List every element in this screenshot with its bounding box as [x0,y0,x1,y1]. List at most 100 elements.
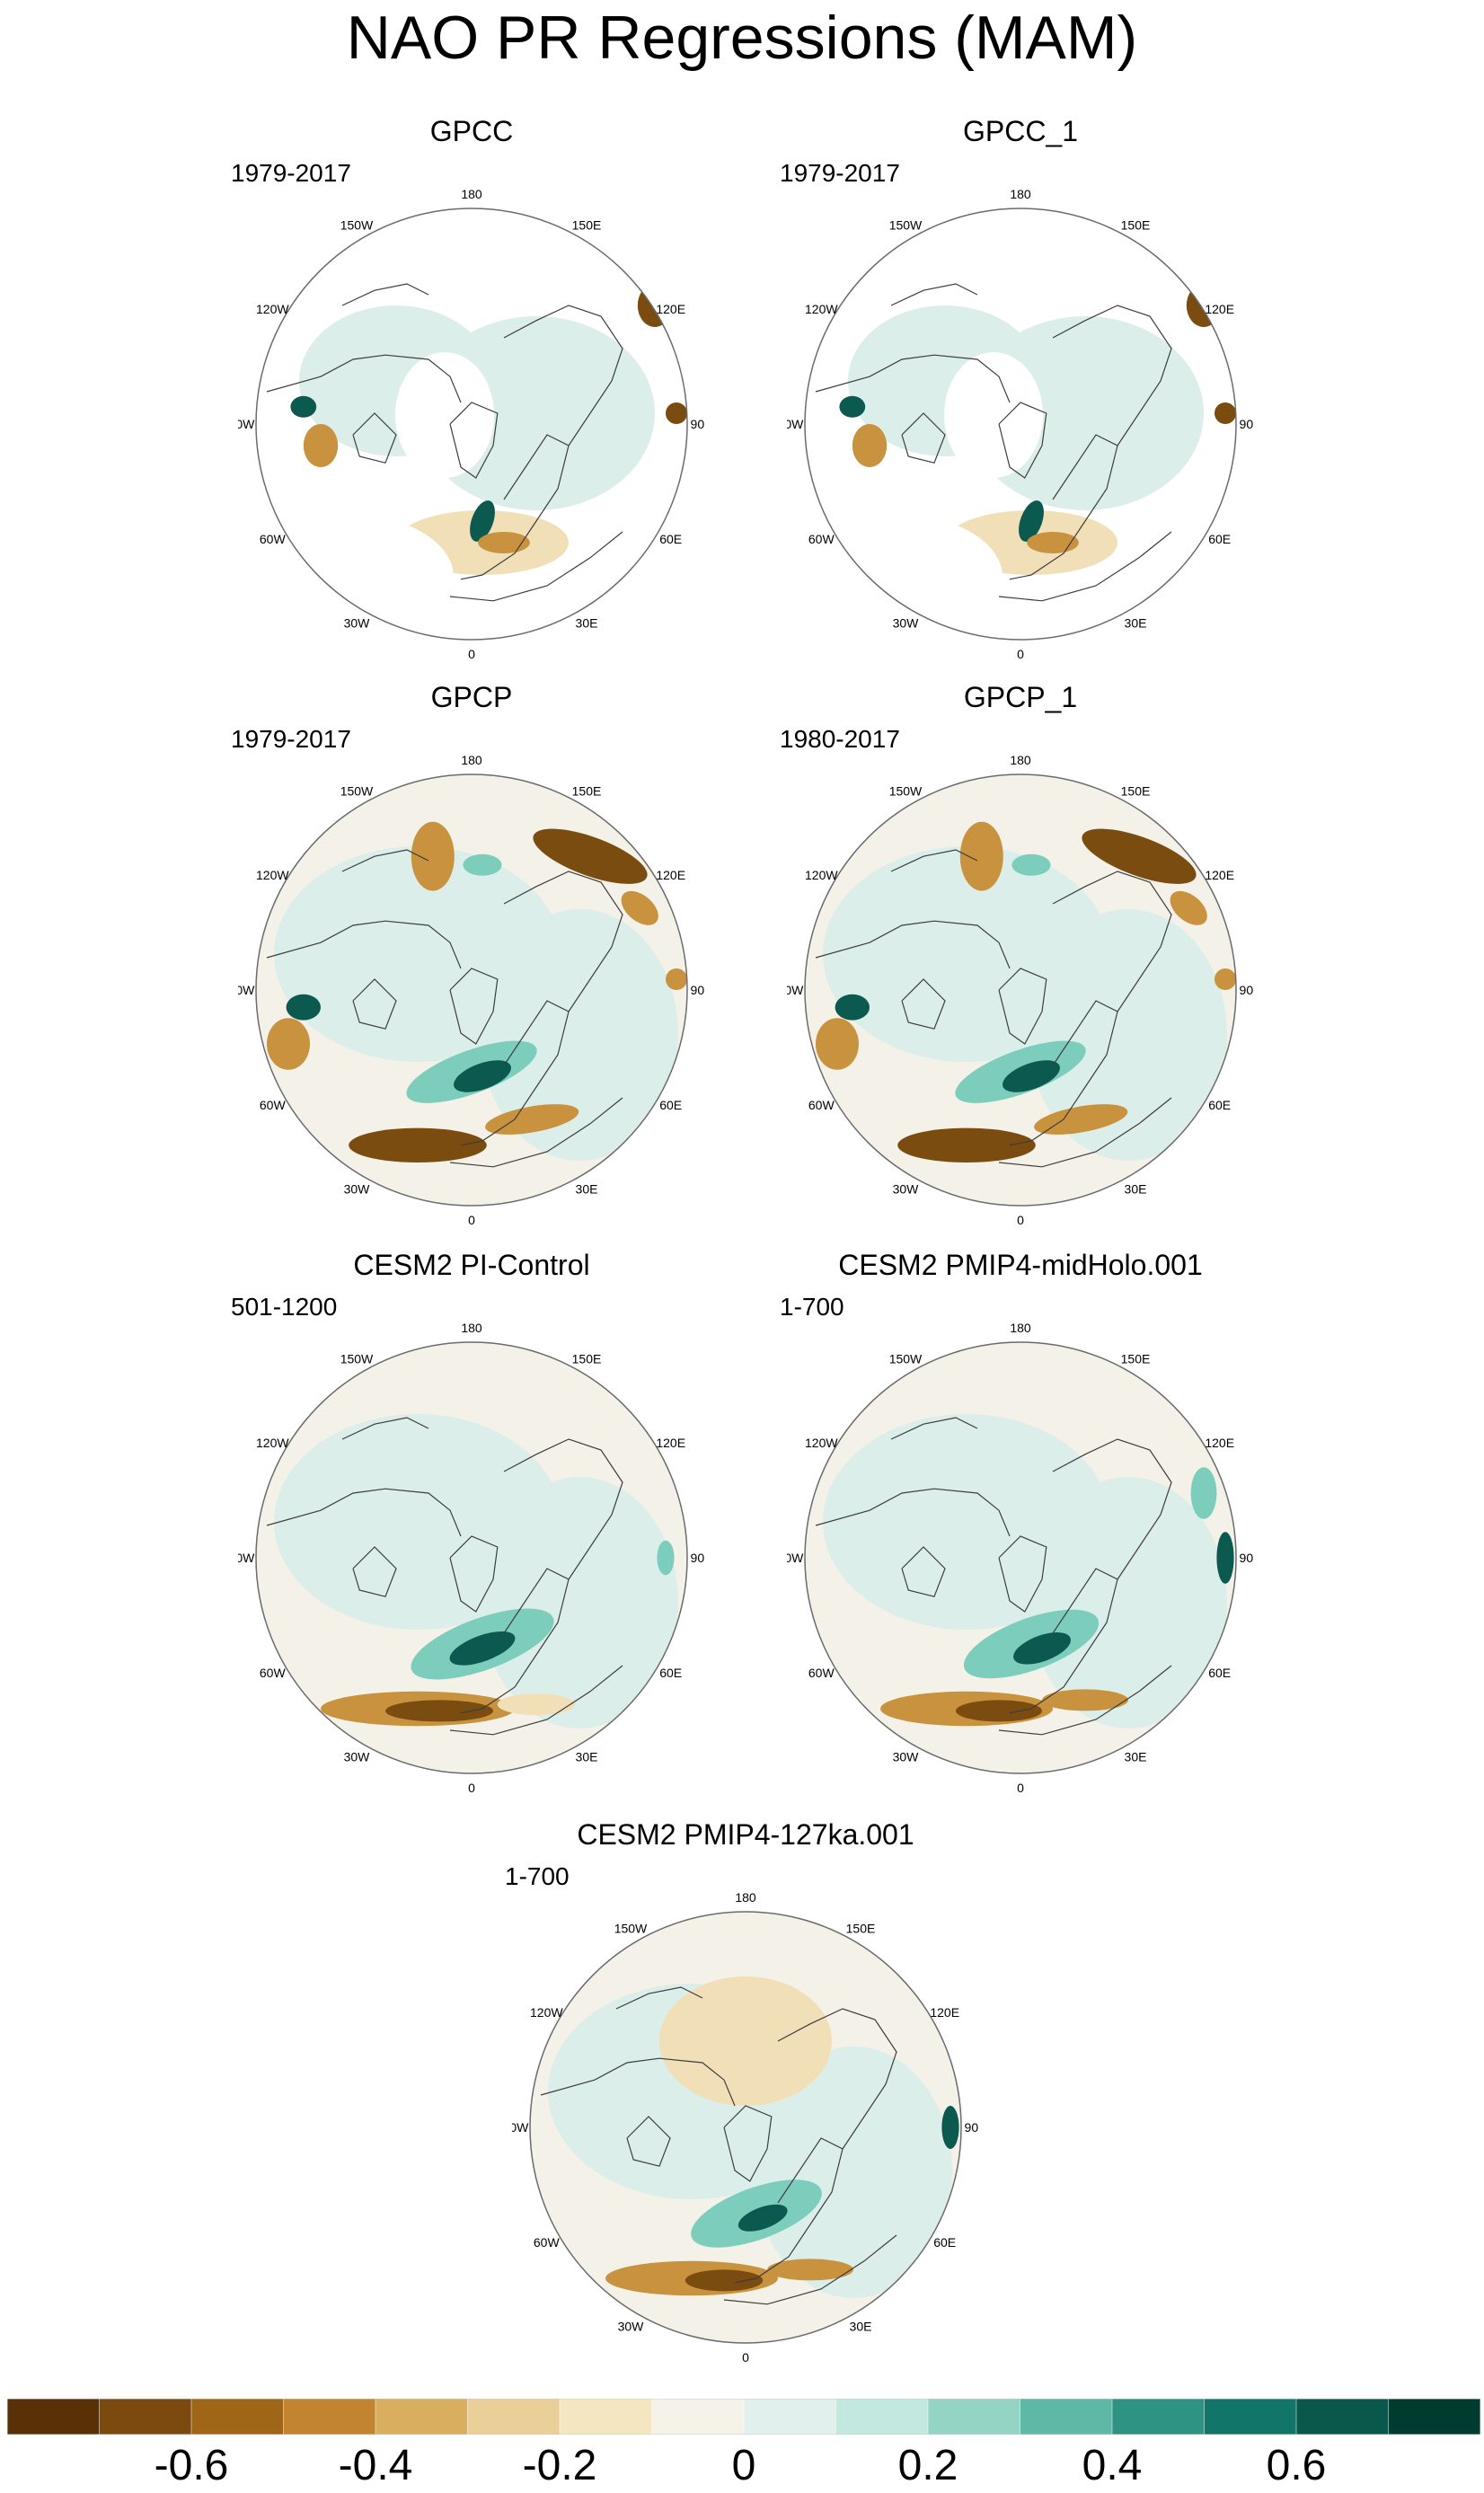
panel-period: 501-1200 [231,1293,338,1321]
coastline [998,968,1047,1045]
colorbar-tick-label: 0.2 [897,2442,958,2489]
field-anomaly [897,1127,1036,1163]
longitude-label: 60E [1208,1098,1231,1112]
no-data-region [805,208,985,307]
coastline [266,1488,462,1537]
coastline [1052,305,1172,446]
coastline [890,849,978,872]
longitude-label: 90E [691,1551,705,1565]
colorbar-tick-label: 0 [731,2442,756,2489]
coastline [266,920,462,969]
field-anomaly [659,1976,832,2106]
field-anomaly [478,532,530,553]
coastline [998,1097,1172,1168]
field-anomaly [767,2259,853,2281]
longitude-label: 150E [846,1921,876,1935]
coastline [998,1665,1172,1736]
panel-period: 1979-2017 [231,725,351,753]
panel-title: GPCC [429,115,514,147]
colorbar-segment [283,2399,376,2435]
polar-map: 180 150E 120E 90E 60E 30E 0 30W 60W 90W 120W 150W [238,187,705,661]
no-data-region [944,352,1043,478]
field-anomaly [835,994,870,1021]
map-field [805,1342,1236,1773]
colorbar-tick-label: -0.2 [522,2442,597,2489]
map-boundary [255,208,688,641]
longitude-label: 120E [1205,302,1234,316]
coastline [998,402,1047,479]
map-boundary [255,774,688,1207]
longitude-label: 180 [461,187,482,201]
colorbar-segment [1204,2399,1297,2435]
longitude-label: 120E [656,1436,685,1450]
field-anomaly [411,821,455,891]
longitude-label: 150E [572,783,602,798]
coastline [890,283,978,306]
field-anomaly [657,1540,675,1576]
longitude-label: 120E [1205,1436,1234,1450]
field-anomaly [1215,968,1236,990]
coastline [723,2234,897,2305]
longitude-label: 30E [1125,1750,1147,1764]
longitude-label: 150W [889,1351,923,1366]
longitude-label: 0 [1017,647,1024,661]
coastline [815,1488,1011,1537]
colorbar-segment [835,2399,929,2435]
coastline [503,305,623,446]
coastline [460,434,570,580]
colorbar-tick-label: 0.6 [1266,2442,1327,2489]
coastline [460,1000,570,1146]
longitude-label: 90E [691,417,705,431]
panel-title: GPCP_1 [963,681,1078,713]
field-region [481,909,678,1161]
map-panel-cesm2-midholo: CESM2 PMIP4-midHolo.001 1-700 180 150E 120… [733,1247,1308,1804]
longitude-label: 150W [340,783,374,798]
coastline [449,402,499,479]
longitude-label: 60E [659,1098,682,1112]
longitude-label: 30W [344,1750,371,1764]
longitude-label: 150E [1121,783,1151,798]
coastline [734,2137,844,2284]
panel-title: CESM2 PMIP4-127ka.001 [577,1818,914,1851]
field-anomaly [1042,1689,1128,1711]
coastline [1052,871,1172,1012]
longitude-label: 30E [1125,1182,1147,1197]
field-anomaly [956,1700,1042,1722]
coastline [460,1568,570,1714]
longitude-label: 180 [1010,753,1031,767]
longitude-label: 60W [808,1666,835,1680]
field-anomaly [349,1127,487,1163]
coastline [352,1546,397,1597]
panel-period: 1-700 [505,1862,570,1890]
longitude-label: 150E [572,217,602,232]
coastline [1009,1000,1118,1146]
coastline [998,1535,1047,1613]
longitude-label: 180 [1010,1321,1031,1335]
field-anomaly [839,395,866,418]
panel-title: GPCC_1 [962,115,1079,147]
longitude-label: 30E [576,1750,598,1764]
field-anomaly [666,968,687,990]
field-anomaly [1011,853,1051,876]
field-anomaly [303,424,339,467]
map-field [805,774,1236,1206]
coastline [266,354,462,403]
longitude-label: 60W [260,532,287,546]
coastline [1052,1438,1172,1580]
longitude-label: 0 [1017,1781,1024,1795]
panel-period: 1979-2017 [780,159,900,187]
longitude-label: 30W [344,1182,371,1197]
coastline [998,531,1172,602]
longitude-label: 150E [1121,217,1151,232]
longitude-label: 30W [893,1182,920,1197]
longitude-label: 120E [1205,868,1234,882]
field-anomaly [454,1060,511,1092]
field-anomaly [1003,1060,1060,1092]
field-anomaly [1082,828,1197,884]
coastline [901,1546,946,1597]
polar-map: 180 150E 120E 90E 60E 30E 0 30W 60W 90W 120W 150W [787,1321,1254,1795]
panel-title: GPCP [430,681,513,713]
longitude-label: 90E [1240,417,1254,431]
longitude-label: 90W [787,417,804,431]
longitude-label: 120E [656,868,685,882]
